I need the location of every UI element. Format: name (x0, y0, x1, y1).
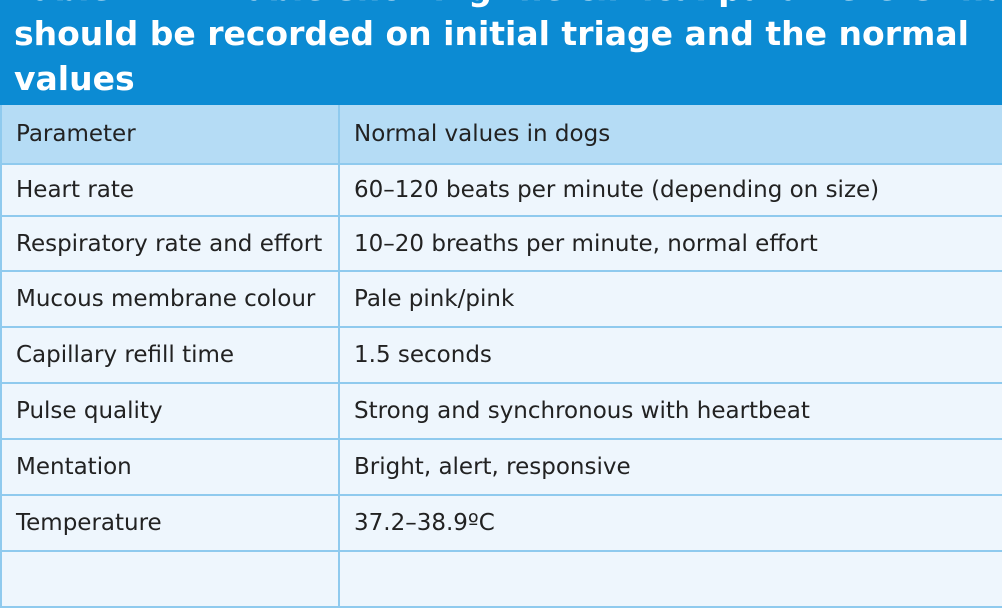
table-cell: Mentation (0, 440, 338, 494)
title-banner: Table 1.1 A table showing the clinical p… (0, 0, 1002, 105)
table-cell (338, 552, 1002, 606)
table-cell: Temperature (0, 496, 338, 550)
table-row: Mentation Bright, alert, responsive (0, 440, 1002, 496)
table-row: Mucous membrane colour Pale pink/pink (0, 272, 1002, 328)
header-row: Parameter Normal values in dogs (0, 105, 1002, 165)
table-cell: 37.2–38.9ºC (338, 496, 1002, 550)
header-cell: Normal values in dogs (338, 105, 1002, 163)
table-row: Pulse quality Strong and synchronous with… (0, 384, 1002, 440)
table-cell: Respiratory rate and effort (0, 217, 338, 270)
table-cell: Bright, alert, responsive (338, 440, 1002, 494)
header-cell: Parameter (0, 105, 338, 163)
title-line: values (14, 59, 135, 98)
table-row: Respiratory rate and effort 10–20 breaths… (0, 217, 1002, 272)
title-line: Table 1.1 A table showing the clinical p… (14, 0, 1002, 11)
table-cell (0, 552, 338, 606)
table-cell: Pale pink/pink (338, 272, 1002, 326)
table-cell: 60–120 beats per minute (depending on si… (338, 165, 1002, 215)
table-cell: Capillary refill time (0, 328, 338, 382)
table-row: Capillary refill time 1.5 seconds (0, 328, 1002, 384)
table-cell: Heart rate (0, 165, 338, 215)
table-cell: Pulse quality (0, 384, 338, 438)
table-row: Temperature 37.2–38.9ºC (0, 496, 1002, 552)
table-cell: 10–20 breaths per minute, normal effort (338, 217, 1002, 270)
title-line: should be recorded on initial triage and… (14, 14, 969, 53)
table-cell: 1.5 seconds (338, 328, 1002, 382)
table-cell: Strong and synchronous with heartbeat (338, 384, 1002, 438)
table-cell: Mucous membrane colour (0, 272, 338, 326)
table-row: Heart rate 60–120 beats per minute (depen… (0, 165, 1002, 217)
table-row (0, 552, 1002, 608)
